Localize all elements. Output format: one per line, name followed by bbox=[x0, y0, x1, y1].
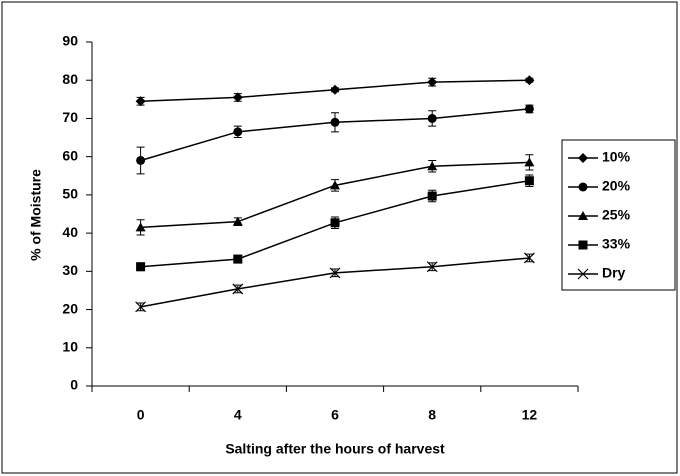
marker bbox=[232, 283, 244, 295]
marker bbox=[427, 113, 437, 123]
x-tick-label: 6 bbox=[331, 407, 339, 423]
y-tick-label: 80 bbox=[62, 71, 78, 87]
marker bbox=[330, 84, 340, 95]
legend-label: Dry bbox=[602, 265, 626, 281]
y-axis-label: % of Moisture bbox=[28, 169, 44, 261]
marker bbox=[330, 117, 340, 127]
x-tick-label: 0 bbox=[137, 407, 145, 423]
y-tick-label: 20 bbox=[62, 300, 78, 316]
legend-label: 20% bbox=[602, 178, 631, 194]
marker bbox=[426, 261, 438, 273]
marker bbox=[232, 216, 243, 226]
marker bbox=[329, 267, 341, 279]
marker bbox=[524, 157, 535, 167]
marker bbox=[427, 77, 438, 88]
marker bbox=[136, 262, 146, 272]
marker bbox=[427, 161, 438, 171]
y-tick-label: 70 bbox=[62, 109, 78, 125]
marker bbox=[135, 96, 146, 107]
y-tick-label: 40 bbox=[62, 224, 78, 240]
y-tick-label: 90 bbox=[62, 33, 78, 49]
marker bbox=[523, 252, 535, 264]
marker bbox=[578, 240, 588, 250]
legend-label: 25% bbox=[602, 207, 631, 223]
x-tick-label: 4 bbox=[234, 407, 242, 423]
y-tick-label: 0 bbox=[70, 377, 78, 393]
y-tick-label: 60 bbox=[62, 147, 78, 163]
marker bbox=[578, 182, 588, 192]
marker bbox=[524, 75, 535, 86]
marker bbox=[524, 104, 534, 114]
legend-label: 33% bbox=[602, 236, 631, 252]
marker bbox=[577, 268, 589, 280]
marker bbox=[135, 301, 147, 313]
marker bbox=[232, 92, 243, 103]
marker bbox=[136, 155, 146, 165]
marker bbox=[330, 218, 340, 228]
marker bbox=[233, 127, 243, 137]
marker bbox=[427, 191, 437, 201]
y-tick-label: 30 bbox=[62, 262, 78, 278]
marker bbox=[578, 211, 588, 220]
marker bbox=[330, 180, 340, 190]
x-axis-label: Salting after the hours of harvest bbox=[225, 441, 445, 457]
legend-label: 10% bbox=[602, 149, 631, 165]
x-tick-label: 12 bbox=[522, 407, 538, 423]
y-tick-label: 10 bbox=[62, 338, 78, 354]
y-tick-label: 50 bbox=[62, 186, 78, 202]
x-tick-label: 8 bbox=[428, 407, 436, 423]
marker bbox=[135, 222, 146, 232]
marker bbox=[233, 254, 243, 264]
marker bbox=[578, 153, 588, 163]
marker bbox=[524, 176, 534, 186]
